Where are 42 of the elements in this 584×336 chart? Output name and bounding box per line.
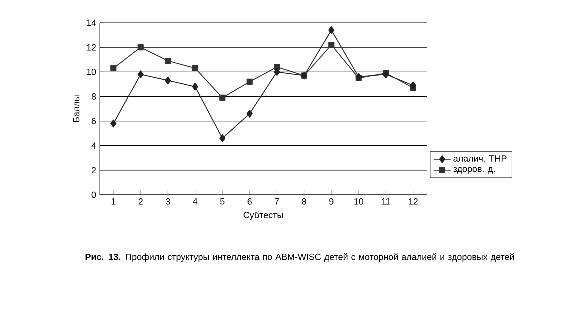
x-tick-label: 8 <box>302 198 306 205</box>
y-tick-label: 6 <box>92 118 96 124</box>
point <box>110 120 117 128</box>
y-tick-label: 14 <box>87 20 96 26</box>
point <box>165 76 172 85</box>
point <box>192 65 198 72</box>
x-tick-label: 4 <box>193 198 198 205</box>
x-tick-label: 6 <box>248 198 252 205</box>
x-tick-label: 9 <box>330 198 334 205</box>
x-tick-label: 7 <box>275 198 280 205</box>
x-tick-label: 12 <box>409 198 418 205</box>
legend-label: здоров. д. <box>454 167 495 174</box>
x-tick-label: 3 <box>166 198 170 205</box>
y-tick-label: 12 <box>87 44 96 51</box>
point <box>220 94 226 101</box>
point <box>110 65 117 72</box>
y-tick-label: 4 <box>92 142 96 149</box>
x-tick-label: 11 <box>382 198 390 205</box>
x-axis-title: Субтесты <box>244 212 284 220</box>
y-tick-label: 8 <box>92 94 96 100</box>
y-axis-title: Баллы <box>73 96 80 122</box>
x-tick-label: 1 <box>112 198 116 205</box>
point <box>165 58 172 64</box>
x-tick-label: 2 <box>138 198 143 205</box>
point <box>328 42 335 48</box>
x-tick-label: 10 <box>354 198 364 205</box>
point <box>138 44 144 51</box>
x-tick-label: 5 <box>220 198 225 205</box>
point <box>410 82 416 90</box>
point <box>328 26 335 34</box>
point <box>246 78 253 86</box>
point <box>192 82 198 91</box>
y-tick-label: 2 <box>92 167 96 174</box>
point <box>274 68 280 76</box>
point <box>138 70 144 79</box>
text: Рис. 13. Профили структуры интеллекта по АВМ-WISC детей с моторной алалией и здоровых детей <box>86 254 514 262</box>
legend-label: алалич. ТНР <box>454 156 507 162</box>
point <box>220 134 226 142</box>
point <box>246 110 253 118</box>
y-tick-label: 10 <box>87 68 96 76</box>
point <box>383 70 390 79</box>
y-tick-label: 0 <box>92 192 96 198</box>
